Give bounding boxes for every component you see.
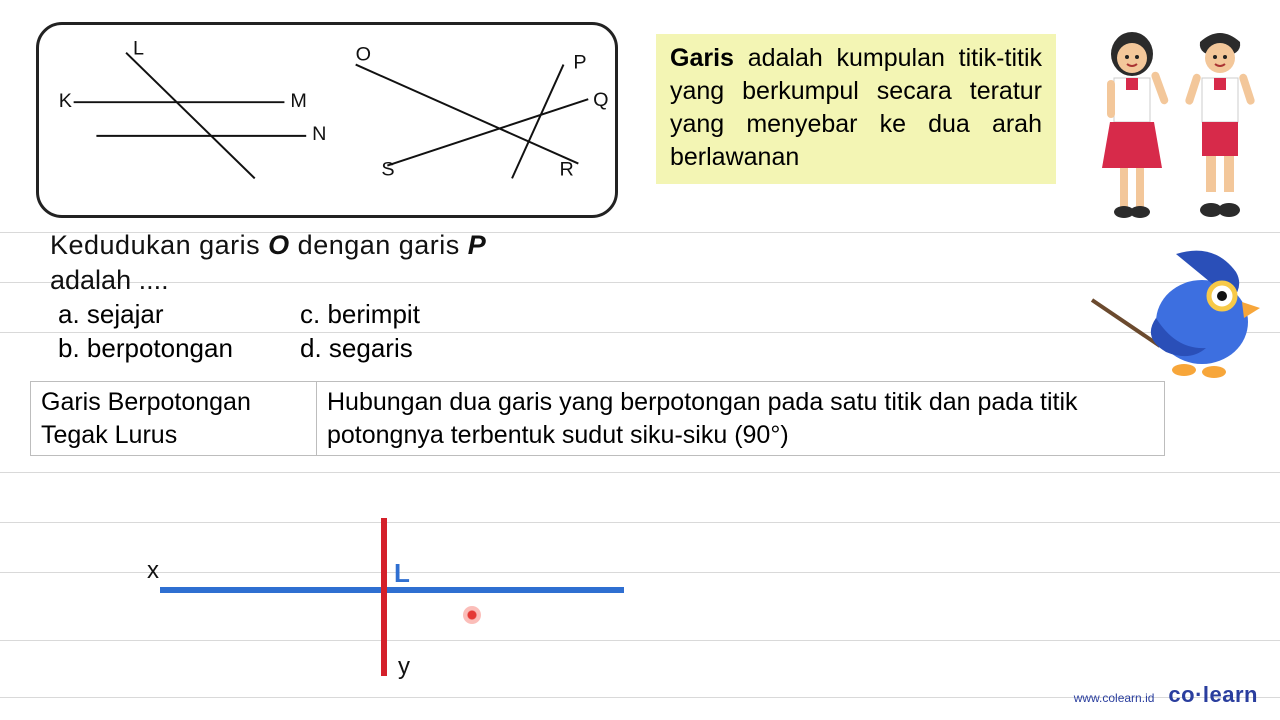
q-mid: dengan garis (290, 230, 468, 260)
mascot-bird (1084, 240, 1264, 380)
label-p: P (573, 52, 586, 74)
angle-label: L (394, 558, 410, 588)
table-def: Hubungan dua garis yang berpotongan pada… (317, 382, 1164, 455)
question-text: Kedudukan garis O dengan garis P adalah … (50, 228, 650, 298)
option-a: a. sejajar (58, 298, 233, 332)
table-term: Garis Berpotongan Tegak Lurus (31, 382, 317, 455)
definition-box: Garis adalah kumpulan titik-titik yang b… (656, 34, 1056, 184)
pointer-stick (1092, 300, 1160, 346)
label-q: Q (593, 89, 608, 111)
question-diagram-box: K L M N O P Q R S (36, 22, 618, 218)
option-d: d. segaris (300, 332, 420, 366)
lines-diagram: K L M N O P Q R S (39, 25, 615, 219)
q-pre: Kedudukan garis (50, 230, 268, 260)
beak-icon (1242, 302, 1260, 318)
label-n: N (312, 123, 326, 145)
pointer-dot (463, 606, 481, 624)
footer-logo: co·learn (1168, 682, 1258, 708)
y-label: y (398, 653, 410, 680)
option-b: b. berpotongan (58, 332, 233, 366)
label-l: L (133, 38, 144, 60)
q-var1: O (268, 230, 290, 260)
definition-table: Garis Berpotongan Tegak Lurus Hubungan d… (30, 381, 1165, 456)
definition-term: Garis (670, 44, 734, 72)
label-r: R (560, 158, 574, 180)
q-var2: P (468, 230, 487, 260)
option-c: c. berimpit (300, 298, 420, 332)
perpendicular-diagram: x y L (0, 480, 700, 710)
q-line2: adalah .... (50, 263, 650, 298)
x-label: x (147, 557, 159, 584)
mascot-girl (1102, 32, 1169, 218)
footer-url: www.colearn.id (1074, 691, 1155, 705)
label-o: O (356, 44, 371, 66)
footer: www.colearn.id co·learn (1074, 682, 1258, 708)
label-k: K (59, 90, 72, 112)
options-col2: c. berimpit d. segaris (300, 298, 420, 366)
label-m: M (290, 90, 306, 112)
mascot-children (1090, 24, 1260, 234)
options-col1: a. sejajar b. berpotongan (58, 298, 233, 366)
label-s: S (381, 158, 394, 180)
mascot-boy (1184, 33, 1255, 217)
